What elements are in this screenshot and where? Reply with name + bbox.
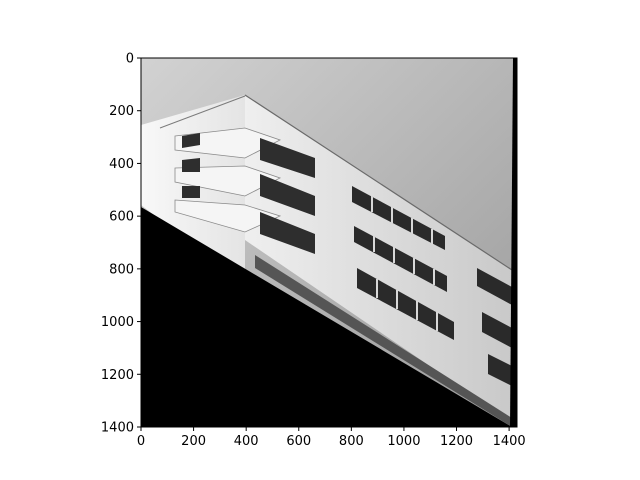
x-tick-label: 400	[234, 434, 259, 449]
x-tick-label: 200	[181, 434, 206, 449]
x-tick-label: 800	[339, 434, 364, 449]
window-group-left	[182, 133, 315, 254]
image-plot	[141, 58, 517, 427]
x-tick-label: 1400	[493, 434, 526, 449]
y-tick-label: 1000	[101, 315, 134, 330]
y-tick-label: 400	[109, 157, 134, 172]
x-tick-label: 1200	[440, 434, 473, 449]
y-tick-label: 800	[109, 262, 134, 277]
x-axis: 0 200 400 600 800 1000 1200 1400	[137, 427, 526, 449]
right-edge-sliver	[510, 58, 517, 427]
ground-floor-band	[255, 255, 512, 427]
y-tick-label: 1200	[101, 368, 134, 383]
x-tick-label: 1000	[387, 434, 420, 449]
x-tick-label: 0	[137, 434, 145, 449]
balconies	[174, 127, 282, 233]
axes-frame	[140, 57, 518, 428]
y-tick-label: 1400	[101, 421, 134, 436]
x-tick-label: 600	[286, 434, 311, 449]
window-group-right	[477, 268, 512, 386]
roof-edge	[244, 94, 513, 271]
y-axis: 0 200 400 600 800 1000 1200 1400	[101, 52, 141, 436]
y-tick-label: 0	[126, 52, 134, 67]
y-tick-label: 600	[109, 210, 134, 225]
black-fill-region	[141, 207, 512, 427]
window-group-middle	[352, 186, 454, 340]
y-tick-label: 200	[109, 104, 134, 119]
window-mullions	[371, 196, 438, 331]
